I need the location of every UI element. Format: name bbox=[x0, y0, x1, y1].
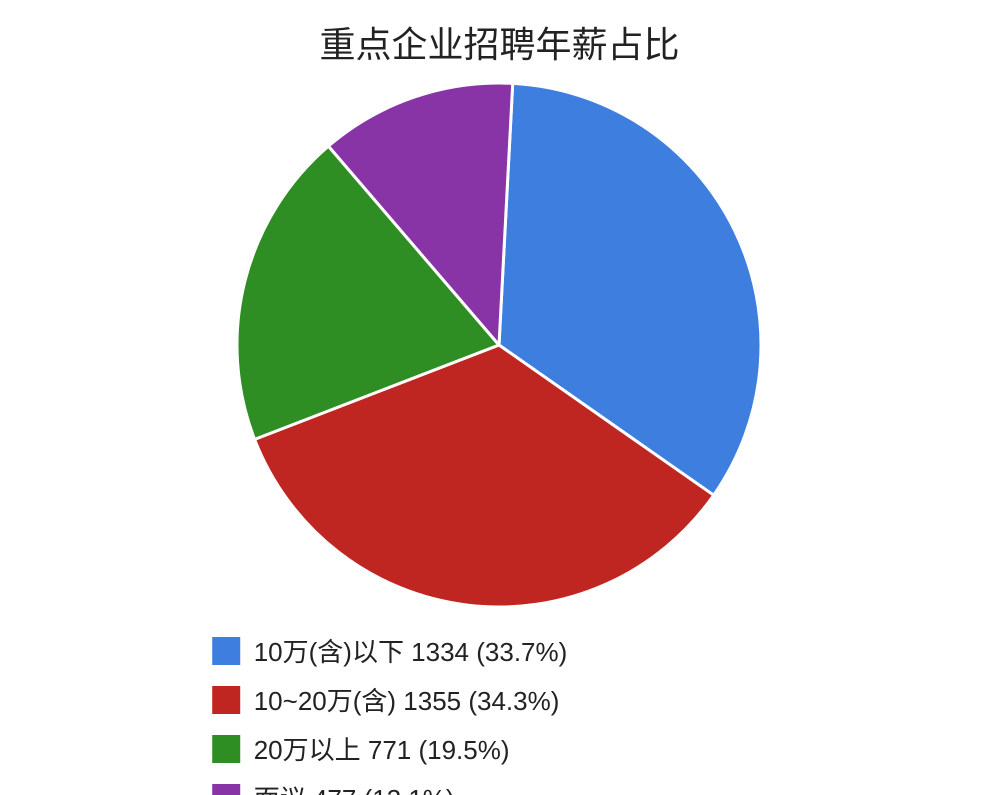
pie-svg bbox=[232, 78, 766, 612]
legend-item-1: 10~20万(含) 1355 (34.3%) bbox=[212, 681, 568, 718]
legend-swatch-2 bbox=[212, 735, 240, 763]
legend-label-1: 10~20万(含) 1355 (34.3%) bbox=[254, 681, 560, 718]
legend: 10万(含)以下 1334 (33.7%) 10~20万(含) 1355 (34.… bbox=[212, 632, 568, 795]
legend-swatch-0 bbox=[212, 637, 240, 665]
legend-label-3: 面议 477 (12.1%) bbox=[254, 779, 455, 795]
legend-item-2: 20万以上 771 (19.5%) bbox=[212, 730, 568, 767]
legend-swatch-3 bbox=[212, 784, 240, 795]
legend-swatch-1 bbox=[212, 686, 240, 714]
legend-item-3: 面议 477 (12.1%) bbox=[212, 779, 568, 795]
legend-label-2: 20万以上 771 (19.5%) bbox=[254, 730, 510, 767]
pie-chart bbox=[232, 78, 766, 617]
chart-container: 重点企业招聘年薪占比 10万(含)以下 1334 (33.7%) 10~20万(含… bbox=[0, 0, 999, 795]
legend-item-0: 10万(含)以下 1334 (33.7%) bbox=[212, 632, 568, 669]
legend-label-0: 10万(含)以下 1334 (33.7%) bbox=[254, 632, 568, 669]
chart-title: 重点企业招聘年薪占比 bbox=[0, 16, 999, 68]
